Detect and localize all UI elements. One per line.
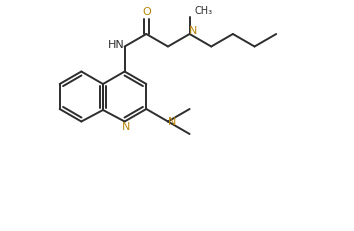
Text: N: N: [121, 122, 130, 133]
Text: CH₃: CH₃: [195, 6, 213, 15]
Text: HN: HN: [108, 40, 125, 49]
Text: O: O: [142, 7, 151, 17]
Text: N: N: [168, 116, 176, 127]
Text: N: N: [188, 26, 197, 36]
